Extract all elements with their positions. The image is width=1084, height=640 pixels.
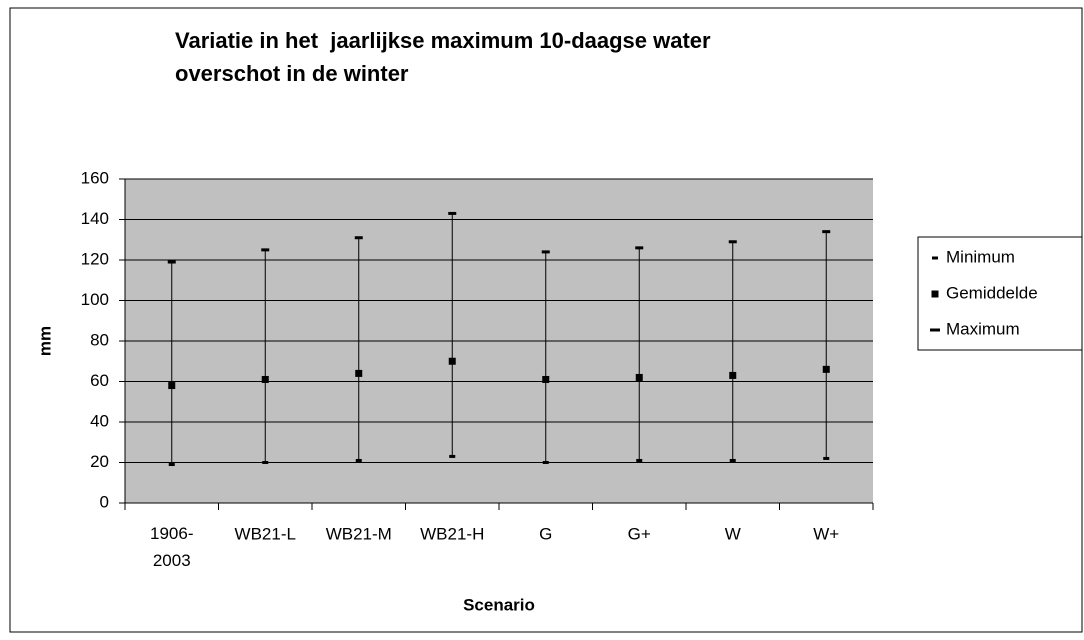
- y-axis-title: mm: [35, 326, 54, 356]
- max-marker: [167, 260, 176, 264]
- mean-marker: [261, 375, 269, 383]
- min-marker: [823, 456, 830, 460]
- legend-box: [917, 236, 1083, 351]
- y-tick-label: 120: [81, 249, 109, 268]
- y-tick-label: 40: [90, 411, 109, 430]
- min-marker: [729, 458, 736, 462]
- max-marker: [728, 240, 737, 244]
- y-tick-label: 20: [90, 452, 109, 471]
- max-marker: [354, 236, 363, 240]
- y-tick-label: 80: [90, 330, 109, 349]
- min-marker: [168, 463, 175, 467]
- max-marker: [448, 211, 457, 215]
- mean-marker: [542, 375, 550, 383]
- mean-marker: [729, 371, 737, 379]
- x-tick-label: G: [539, 524, 552, 543]
- y-tick-label: 160: [81, 168, 109, 187]
- max-marker: [635, 246, 644, 250]
- min-marker: [449, 454, 456, 458]
- min-marker: [262, 461, 269, 464]
- x-tick-label: G+: [628, 524, 651, 543]
- x-tick-label: 1906-2003: [150, 524, 193, 570]
- mean-marker: [822, 365, 830, 373]
- legend-label: Gemiddelde: [946, 283, 1038, 302]
- mean-marker: [168, 382, 176, 390]
- max-marker: [261, 248, 270, 252]
- legend-label: Maximum: [946, 319, 1020, 338]
- x-tick-label: W: [725, 524, 741, 543]
- x-tick-label: W+: [813, 524, 839, 543]
- x-tick-label: WB21-L: [235, 524, 296, 543]
- min-marker: [355, 458, 362, 462]
- legend-label: Minimum: [946, 247, 1015, 266]
- legend-marker: [930, 328, 940, 332]
- legend-marker: [932, 256, 938, 260]
- mean-marker: [635, 373, 643, 381]
- mean-marker: [355, 369, 363, 377]
- max-marker: [822, 230, 831, 234]
- y-tick-label: 140: [81, 209, 109, 228]
- chart-title: Variatie in het jaarlijkse maximum 10-da…: [175, 28, 711, 86]
- legend-marker: [931, 290, 939, 298]
- y-tick-label: 0: [100, 492, 109, 511]
- min-marker: [542, 461, 549, 464]
- mean-marker: [448, 357, 456, 365]
- y-tick-label: 60: [90, 371, 109, 390]
- y-tick-label: 100: [81, 290, 109, 309]
- x-tick-label: WB21-M: [326, 524, 392, 543]
- x-tick-label: WB21-H: [420, 524, 484, 543]
- max-marker: [541, 250, 550, 254]
- min-marker: [636, 458, 643, 462]
- x-axis-title: Scenario: [463, 595, 535, 614]
